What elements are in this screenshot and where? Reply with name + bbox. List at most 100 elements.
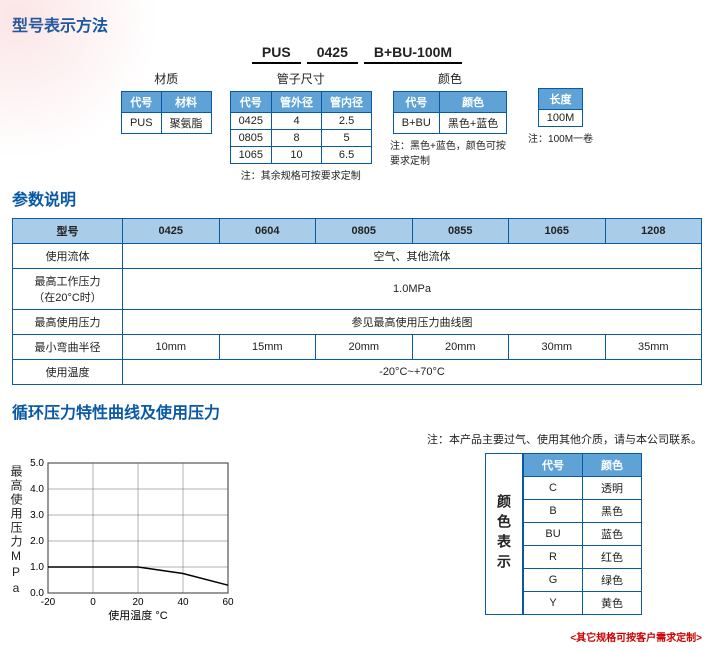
model-part-size: 0425 bbox=[307, 44, 358, 64]
c: 0425 bbox=[230, 113, 271, 130]
c: 0855 bbox=[412, 219, 509, 244]
c: 20mm bbox=[412, 335, 509, 360]
c: Y bbox=[524, 592, 583, 615]
rl: 最高工作压力 （在20°C时） bbox=[13, 269, 123, 310]
svg-text:60: 60 bbox=[222, 597, 234, 608]
color-note: 注：黑色+蓝色，颜色可按要求定制 bbox=[390, 137, 510, 167]
c: 黄色 bbox=[583, 592, 642, 615]
color-legend-block: 颜色表示 代号颜色 C透明 B黑色 BU蓝色 R红色 G绿色 Y黄色 bbox=[485, 453, 702, 615]
c: 8 bbox=[272, 130, 322, 147]
c: -20°C~+70°C bbox=[123, 360, 702, 385]
material-label: 材质 bbox=[154, 70, 178, 87]
h: 代号 bbox=[393, 92, 439, 113]
svg-text:2.0: 2.0 bbox=[30, 536, 44, 547]
c: 蓝色 bbox=[583, 523, 642, 546]
breakdown-tables: 材质 代号材料 PUS聚氨脂 管子尺寸 代号 管外径 管内径 042542.5 … bbox=[12, 70, 702, 182]
color-label: 颜色 bbox=[438, 70, 462, 87]
c: 红色 bbox=[583, 546, 642, 569]
svg-text:使用温度 °C: 使用温度 °C bbox=[108, 608, 167, 621]
c: 4 bbox=[272, 113, 322, 130]
c: R bbox=[524, 546, 583, 569]
c: 参见最高使用压力曲线图 bbox=[123, 310, 702, 335]
tubesize-table: 代号 管外径 管内径 042542.5 080585 1065106.5 bbox=[230, 91, 372, 164]
c: PUS bbox=[121, 113, 161, 134]
color-side-label: 颜色表示 bbox=[485, 453, 523, 615]
c: 6.5 bbox=[322, 147, 372, 164]
c: 透明 bbox=[583, 477, 642, 500]
c: 0425 bbox=[123, 219, 220, 244]
c: C bbox=[524, 477, 583, 500]
svg-text:20: 20 bbox=[132, 597, 144, 608]
h: 颜色 bbox=[583, 454, 642, 477]
h: 颜色 bbox=[439, 92, 506, 113]
h: 代号 bbox=[524, 454, 583, 477]
c: 10 bbox=[272, 147, 322, 164]
chart-svg: -2002040600.01.02.03.04.05.0使用温度 °C bbox=[12, 453, 252, 621]
c: 10mm bbox=[123, 335, 220, 360]
material-col: 材质 代号材料 PUS聚氨脂 bbox=[121, 70, 212, 134]
svg-text:1.0: 1.0 bbox=[30, 562, 44, 573]
color-small-table: 代号颜色 B+BU黑色+蓝色 bbox=[393, 91, 507, 134]
rl: 最小弯曲半径 bbox=[13, 335, 123, 360]
model-part-color-length: B+BU-100M bbox=[364, 44, 462, 64]
c: 黑色 bbox=[583, 500, 642, 523]
c: 1065 bbox=[509, 219, 606, 244]
tubesize-label: 管子尺寸 bbox=[277, 70, 325, 87]
c: 聚氨脂 bbox=[161, 113, 211, 134]
c: 0805 bbox=[316, 219, 413, 244]
c: 1065 bbox=[230, 147, 271, 164]
material-table: 代号材料 PUS聚氨脂 bbox=[121, 91, 212, 134]
chart-y-title: 最高使用压力MPa bbox=[8, 465, 25, 597]
rl: 使用温度 bbox=[13, 360, 123, 385]
model-number-row: PUS 0425 B+BU-100M bbox=[12, 44, 702, 64]
length-note: 注：100M一卷 bbox=[528, 130, 593, 145]
c: 空气、其他流体 bbox=[123, 244, 702, 269]
length-label bbox=[559, 70, 562, 84]
color-legend-table: 代号颜色 C透明 B黑色 BU蓝色 R红色 G绿色 Y黄色 bbox=[523, 453, 642, 615]
svg-text:0: 0 bbox=[90, 597, 96, 608]
h: 长度 bbox=[538, 89, 583, 110]
section-title-spec: 参数说明 bbox=[12, 186, 702, 210]
chart-note: 注：本产品主要过气、使用其他介质，请与本公司联系。 bbox=[427, 431, 702, 447]
c: BU bbox=[524, 523, 583, 546]
c: B+BU bbox=[393, 113, 439, 134]
section-title-model: 型号表示方法 bbox=[12, 12, 702, 36]
c: G bbox=[524, 569, 583, 592]
c: 0604 bbox=[219, 219, 316, 244]
c: 35mm bbox=[605, 335, 702, 360]
h: 材料 bbox=[161, 92, 211, 113]
tubesize-col: 管子尺寸 代号 管外径 管内径 042542.5 080585 1065106.… bbox=[230, 70, 372, 182]
svg-text:5.0: 5.0 bbox=[30, 458, 44, 469]
svg-text:3.0: 3.0 bbox=[30, 510, 44, 521]
spec-table: 型号 0425 0604 0805 0855 1065 1208 使用流体空气、… bbox=[12, 218, 702, 385]
model-part-material: PUS bbox=[252, 44, 301, 64]
c: 黑色+蓝色 bbox=[439, 113, 506, 134]
c: 100M bbox=[538, 110, 583, 127]
c: 20mm bbox=[316, 335, 413, 360]
footer-note: <其它规格可按客户需求定制> bbox=[12, 629, 702, 644]
h: 管外径 bbox=[272, 92, 322, 113]
c: 30mm bbox=[509, 335, 606, 360]
rl: 最高使用压力 bbox=[13, 310, 123, 335]
c: 2.5 bbox=[322, 113, 372, 130]
c: 1.0MPa bbox=[123, 269, 702, 310]
c: 1208 bbox=[605, 219, 702, 244]
c: 5 bbox=[322, 130, 372, 147]
color-col: 颜色 代号颜色 B+BU黑色+蓝色 注：黑色+蓝色，颜色可按要求定制 bbox=[390, 70, 510, 167]
c: 15mm bbox=[219, 335, 316, 360]
rl: 使用流体 bbox=[13, 244, 123, 269]
svg-text:40: 40 bbox=[177, 597, 189, 608]
tubesize-note: 注：其余规格可按要求定制 bbox=[241, 167, 361, 182]
h: 代号 bbox=[230, 92, 271, 113]
c: B bbox=[524, 500, 583, 523]
length-table: 长度 100M bbox=[538, 88, 584, 127]
c: 绿色 bbox=[583, 569, 642, 592]
svg-text:4.0: 4.0 bbox=[30, 484, 44, 495]
c: 0805 bbox=[230, 130, 271, 147]
section-title-chart: 循环压力特性曲线及使用压力 bbox=[12, 399, 702, 423]
h: 管内径 bbox=[322, 92, 372, 113]
spec-header-label: 型号 bbox=[13, 219, 123, 244]
length-col: 长度 100M 注：100M一卷 bbox=[528, 70, 593, 145]
pressure-chart: 最高使用压力MPa -2002040600.01.02.03.04.05.0使用… bbox=[12, 453, 252, 621]
svg-text:0.0: 0.0 bbox=[30, 588, 44, 599]
